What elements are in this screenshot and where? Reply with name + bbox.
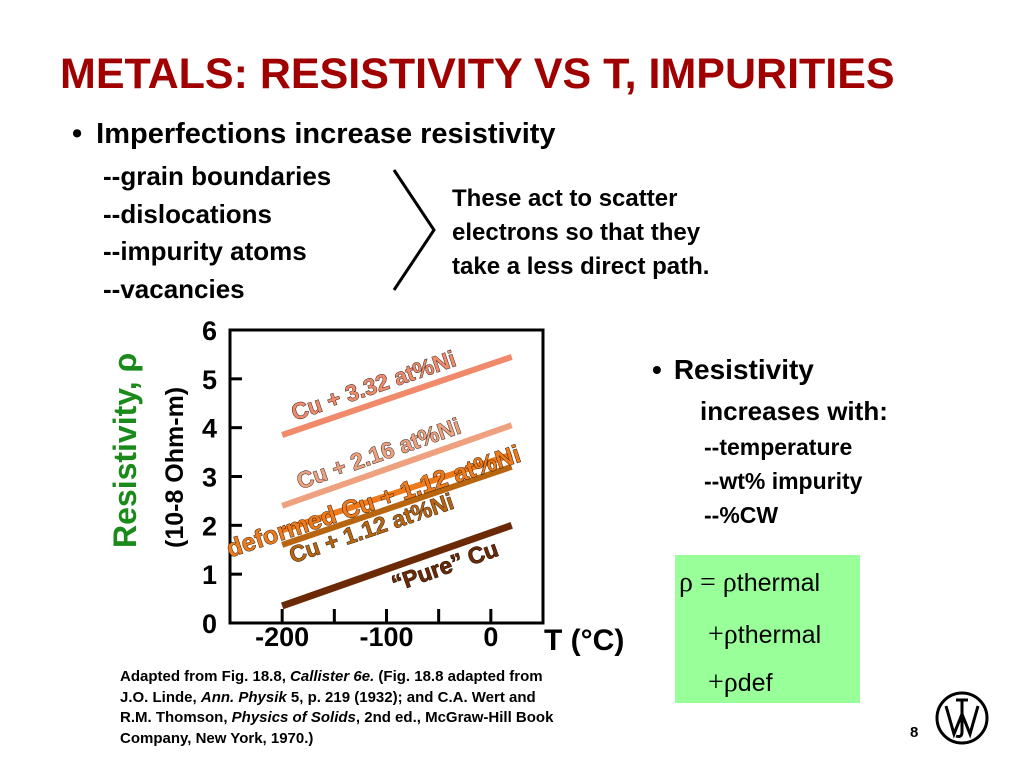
imperfections-heading: Imperfections increase resistivity [96,118,556,150]
y-axis-unit-text: (10-8 Ohm-m) [161,387,189,548]
list-item: --temperature [704,434,853,460]
y-tick-label: 5 [202,365,217,395]
list-item: --grain boundaries [103,161,332,191]
series-line [281,451,513,534]
note-line: These act to scatter [452,185,678,212]
list-item: --%CW [704,502,779,528]
y-tick-label: 0 [202,609,217,639]
series-line [281,354,513,438]
bullet-dot: • [652,354,662,385]
matthiessen-formula-box: ρ = ρthermal +ρthermal +ρdef [675,555,860,703]
wiley-logo-icon [935,691,989,745]
x-tick-label: -100 [359,622,413,652]
scatter-note: These act to scatter electrons so that t… [452,182,709,284]
formula-subscript: thermal [737,621,822,649]
y-tick-label: 4 [202,414,217,444]
formula-symbol: +ρ [708,619,738,650]
y-tick-label: 3 [202,463,217,493]
list-item: --wt% impurity [704,468,863,494]
resistivity-heading: Resistivity [673,354,814,385]
resistivity-bullet: • Resistivity [652,354,814,386]
y-axis-unit: (10-8 Ohm-m) [161,387,189,548]
x-tick-label: -200 [255,622,309,652]
y-tick-label: 1 [202,560,217,590]
page-number: 8 [910,724,919,741]
series-line [281,422,513,509]
angle-brace-icon [392,169,436,291]
y-axis-label: Resistivity, ρ [107,353,143,548]
list-item: --impurity atoms [103,236,307,266]
formula-subscript: thermal [736,569,821,597]
page-title: METALS: RESISTIVITY VS T, IMPURITIES [60,50,895,98]
formula-symbol: ρ = ρ [679,567,737,598]
series-label: “Pure” Cu [388,535,502,596]
imperfections-bullet: • Imperfections increase resistivity [72,118,556,151]
y-tick-label: 6 [202,316,217,346]
increases-with-label: increases with: [700,396,888,426]
series-line [281,522,513,610]
x-axis-label: T (°C) [544,624,624,657]
note-line: take a less direct path. [452,253,710,280]
formula-symbol: +ρ [708,667,738,698]
caption-line: R.M. Thomson, Physics of Solids, 2nd ed.… [120,709,554,726]
figure-caption: Adapted from Fig. 18.8, Callister 6e. (F… [120,667,640,749]
x-tick-label: 0 [483,622,498,652]
caption-line: Adapted from Fig. 18.8, Callister 6e. (F… [120,668,543,685]
factors-list: --temperature --wt% impurity --%CW [704,430,862,532]
list-item: --dislocations [103,198,273,229]
formula-line-1: ρ = ρthermal [679,567,820,599]
formula-subscript: def [737,669,773,697]
imperfections-list: --grain boundaries --dislocations --impu… [103,158,331,308]
list-item: --vacancies [103,273,245,304]
caption-line: J.O. Linde, Ann. Physik 5, p. 219 (1932)… [120,688,536,706]
note-line: electrons so that they [452,219,701,246]
bullet-dot: • [72,118,83,150]
formula-line-3: +ρdef [708,667,773,699]
y-axis-label-text: Resistivity, ρ [107,353,143,548]
caption-line: Company, New York, 1970.) [120,729,314,747]
y-tick-label: 2 [202,511,217,541]
formula-line-2: +ρthermal [708,619,821,651]
series-line [281,463,513,548]
